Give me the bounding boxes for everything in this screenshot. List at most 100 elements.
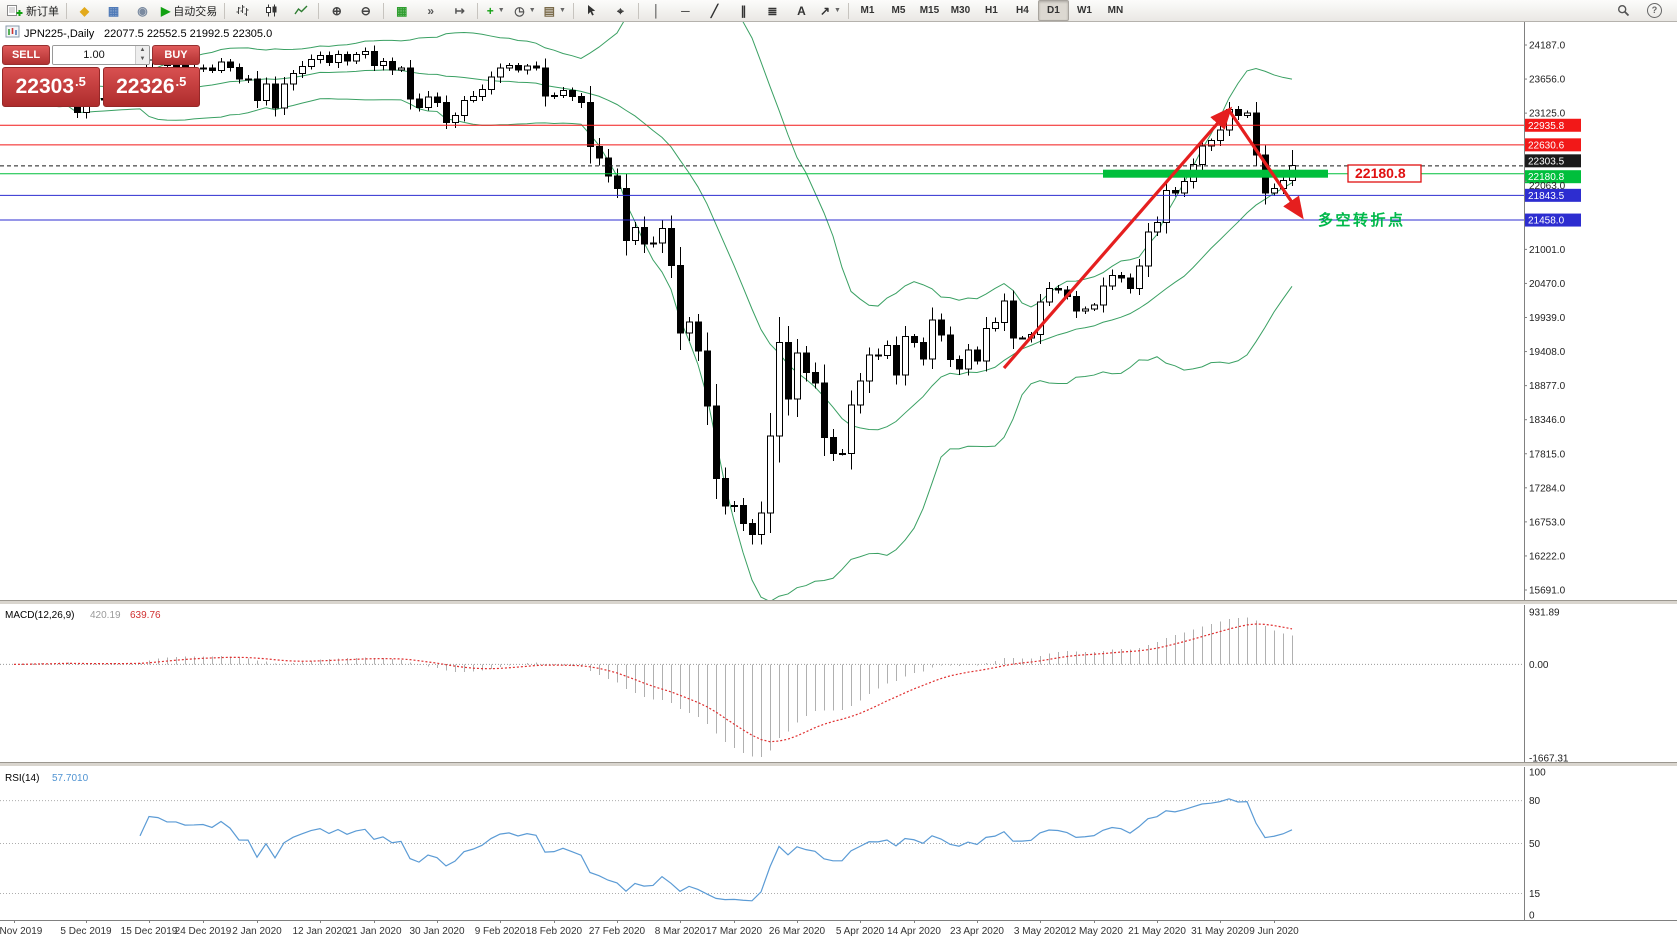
timeframe-m15-button[interactable]: M15 — [919, 5, 940, 16]
sell-button[interactable]: SELL — [2, 45, 50, 65]
zoom-in-button[interactable]: ⊕ — [322, 0, 351, 21]
terminal-button[interactable]: ◉ — [128, 0, 157, 21]
svg-text:18 Feb 2020: 18 Feb 2020 — [526, 926, 583, 937]
volume-input[interactable] — [53, 46, 135, 64]
periods-button[interactable]: ◷ ▼ — [510, 0, 539, 21]
tile-windows-icon: ▦ — [396, 3, 408, 18]
svg-text:931.89: 931.89 — [1529, 608, 1560, 619]
zoom-out-icon: ⊖ — [360, 3, 371, 18]
one-click-trading-panel: SELL ▲ ▼ BUY 22303 .5 22326 .5 — [2, 45, 200, 107]
volume-down-button[interactable]: ▼ — [136, 55, 149, 64]
arrows-icon: ↗ — [819, 3, 830, 18]
timeframe-w1-button[interactable]: W1 — [1076, 5, 1092, 16]
macd-panel[interactable] — [0, 617, 1524, 757]
cursor-button[interactable] — [577, 0, 606, 21]
autotrading-label: 自动交易 — [173, 5, 218, 18]
buy-button[interactable]: BUY — [152, 45, 200, 65]
volume-spinner: ▲ ▼ — [135, 46, 149, 64]
rsi-panel[interactable] — [0, 798, 1524, 902]
auto-scroll-button[interactable]: » — [416, 0, 445, 21]
fibonacci-button[interactable]: ≣ — [758, 0, 787, 21]
rsi-value: 57.7010 — [52, 773, 89, 784]
svg-text:50: 50 — [1529, 839, 1541, 850]
bar-chart-button[interactable] — [228, 0, 257, 21]
svg-text:5 Apr 2020: 5 Apr 2020 — [836, 926, 885, 937]
rsi-axis: 100 80 50 15 0 — [1529, 768, 1546, 922]
pivot-price-tag[interactable]: 22180.8 — [1347, 164, 1422, 183]
text-button[interactable]: A — [787, 0, 816, 21]
trend-arrow-up[interactable] — [1002, 106, 1233, 370]
autotrading-button[interactable]: ▶ 自动交易 — [157, 0, 221, 21]
chart-objects[interactable] — [0, 106, 1524, 370]
channel-button[interactable]: ∥ — [729, 0, 758, 21]
price-axis-tag: 22630.6 — [1525, 138, 1581, 152]
price-axis-tag: 21458.0 — [1525, 213, 1581, 227]
horizontal-line-icon: ─ — [681, 3, 690, 18]
market-watch-button[interactable]: ▦ — [99, 0, 128, 21]
volume-up-button[interactable]: ▲ — [136, 46, 149, 55]
new-order-button[interactable]: 新订单 — [3, 0, 63, 21]
pivot-highlight-line[interactable] — [1103, 169, 1328, 178]
macd-histogram — [23, 617, 1293, 757]
toolbar-separator — [847, 2, 849, 19]
sell-price-display[interactable]: 22303 .5 — [2, 67, 100, 107]
toolbar-separator — [224, 2, 226, 19]
crosshair-button[interactable]: ⌖ — [606, 0, 635, 21]
tile-windows-button[interactable]: ▦ — [387, 0, 416, 21]
rsi-line — [139, 798, 1293, 902]
toolbar-separator — [637, 2, 639, 19]
help-button[interactable]: ? — [1640, 0, 1669, 21]
metaeditor-button[interactable]: ◆ — [70, 0, 99, 21]
macd-axis: 931.89 0.00 -1667.31 — [1529, 608, 1569, 765]
svg-text:26 Mar 2020: 26 Mar 2020 — [769, 926, 826, 937]
sell-price-frac: .5 — [75, 73, 86, 89]
candlesticks — [11, 45, 1296, 545]
timeframe-m5-button[interactable]: M5 — [891, 5, 906, 16]
svg-text:20470.0: 20470.0 — [1529, 279, 1566, 290]
svg-text:23 Apr 2020: 23 Apr 2020 — [950, 926, 1004, 937]
trend-arrow-down[interactable] — [1227, 109, 1304, 220]
chart-shift-icon: ↦ — [454, 3, 465, 18]
pivot-price-tag-text: 22180.8 — [1355, 165, 1406, 181]
timeframe-mn-button[interactable]: MN — [1107, 5, 1124, 16]
new-order-label: 新订单 — [26, 5, 59, 18]
main-price-panel[interactable] — [11, 22, 1296, 602]
arrows-button[interactable]: ↗ ▼ — [816, 0, 845, 21]
timeframe-h4-button[interactable]: H4 — [1016, 5, 1029, 16]
search-button[interactable] — [1609, 0, 1638, 21]
timeframe-d1-button[interactable]: D1 — [1037, 0, 1069, 21]
svg-text:21 Jan 2020: 21 Jan 2020 — [346, 926, 401, 937]
svg-text:2 Jan 2020: 2 Jan 2020 — [232, 926, 282, 937]
line-chart-button[interactable] — [286, 0, 315, 21]
toolbar-separator — [383, 2, 385, 19]
svg-text:14 Apr 2020: 14 Apr 2020 — [887, 926, 941, 937]
horizontal-line-button[interactable]: ─ — [671, 0, 700, 21]
turning-point-label: 多空转折点 — [1318, 211, 1406, 229]
buy-price-display[interactable]: 22326 .5 — [102, 67, 200, 107]
timeframe-h1-button[interactable]: H1 — [985, 5, 998, 16]
svg-text:12 Jan 2020: 12 Jan 2020 — [292, 926, 347, 937]
svg-text:22303.5: 22303.5 — [1528, 156, 1565, 167]
vertical-line-icon: │ — [652, 3, 661, 18]
svg-text:-1667.31: -1667.31 — [1529, 754, 1569, 765]
templates-button[interactable]: ▤ ▼ — [540, 0, 570, 21]
indicators-button[interactable]: + ▼ — [481, 0, 510, 21]
chart-canvas[interactable]: 22935.822630.622303.522180.821843.521458… — [0, 22, 1677, 945]
market-watch-icon: ▦ — [107, 3, 120, 18]
svg-text:18346.0: 18346.0 — [1529, 415, 1566, 426]
candlestick-chart-button[interactable] — [257, 0, 286, 21]
trendline-button[interactable]: ╱ — [700, 0, 729, 21]
timeframe-m30-button[interactable]: M30 — [950, 5, 971, 16]
svg-text:19939.0: 19939.0 — [1529, 313, 1566, 324]
svg-text:21843.5: 21843.5 — [1528, 191, 1565, 202]
dropdown-arrow-icon: ▼ — [559, 7, 566, 14]
zoom-out-button[interactable]: ⊖ — [351, 0, 380, 21]
svg-text:24 Dec 2019: 24 Dec 2019 — [175, 926, 232, 937]
svg-text:31 May 2020: 31 May 2020 — [1191, 926, 1249, 937]
chart-shift-button[interactable]: ↦ — [445, 0, 474, 21]
vertical-line-button[interactable]: │ — [642, 0, 671, 21]
timeframe-m1-button[interactable]: M1 — [860, 5, 875, 16]
svg-text:27 Feb 2020: 27 Feb 2020 — [589, 926, 646, 937]
metaeditor-icon: ◆ — [79, 3, 90, 18]
svg-text:3 May 2020: 3 May 2020 — [1014, 926, 1067, 937]
